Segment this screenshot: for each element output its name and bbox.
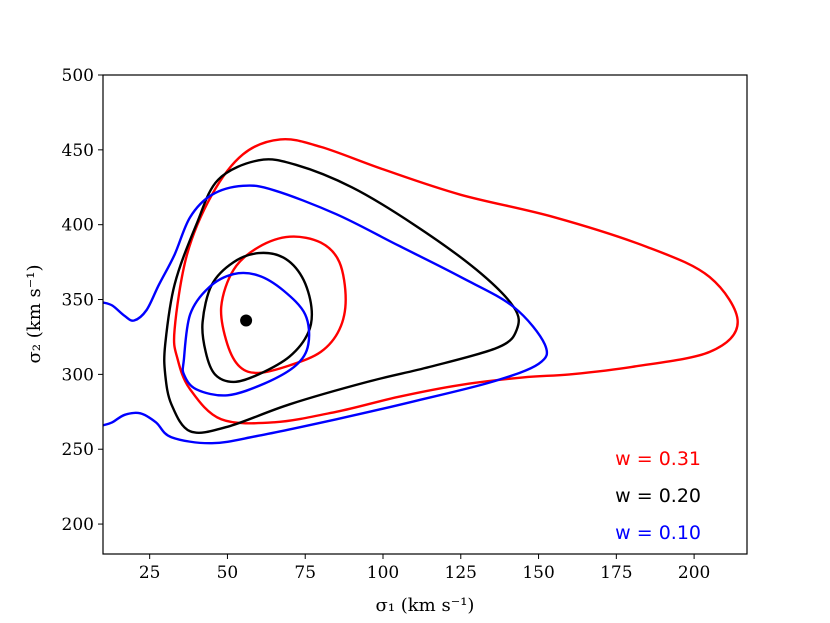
contours-layer: [103, 137, 739, 445]
legend-entry-0: w = 0.31: [615, 448, 701, 470]
x-tick-label: 75: [294, 563, 316, 583]
x-tick-label: 125: [445, 563, 477, 583]
y-tick-label: 350: [62, 291, 94, 311]
y-ticks: 200 250 300 350 400 450 500: [62, 66, 103, 535]
legend-entry-1: w = 0.20: [615, 485, 701, 507]
x-tick-label: 150: [522, 563, 554, 583]
x-ticks: 25 50 75 100 125 150 175 200: [139, 554, 710, 583]
plot-frame: [102, 74, 748, 555]
y-axis-label: σ₂ (km s⁻¹): [24, 265, 45, 364]
contour-series-2-level-1: [181, 271, 311, 397]
x-tick-label: 50: [217, 563, 239, 583]
y-tick-label: 300: [62, 365, 94, 385]
x-axis-label: σ₁ (km s⁻¹): [376, 595, 475, 616]
legend-entry-2: w = 0.10: [615, 522, 701, 544]
x-tick-label: 100: [367, 563, 399, 583]
plot-background: [103, 75, 747, 554]
x-tick-label: 25: [139, 563, 161, 583]
y-tick-label: 200: [62, 515, 94, 535]
y-tick-label: 450: [62, 141, 94, 161]
contour-series-0-level-1: [219, 235, 347, 375]
y-tick-label: 400: [62, 216, 94, 236]
legend: w = 0.31 w = 0.20 w = 0.10: [615, 448, 701, 544]
y-tick-label: 500: [62, 66, 94, 86]
contour-series-2-level-0: [103, 184, 549, 445]
contour-series-0-level-0: [172, 137, 739, 425]
marker-layer: [240, 314, 253, 327]
x-tick-label: 200: [678, 563, 710, 583]
x-tick-label: 175: [600, 563, 632, 583]
y-tick-label: 250: [62, 440, 94, 460]
best-fit-point: [240, 314, 253, 327]
contour-series-1-level-0: [163, 158, 520, 434]
contour-series-1-level-1: [201, 251, 314, 384]
